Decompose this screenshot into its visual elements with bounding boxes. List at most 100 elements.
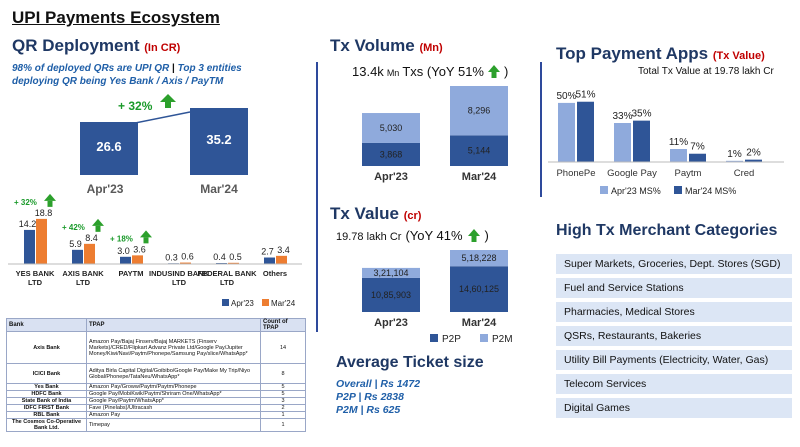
qr-note-separator: | bbox=[172, 63, 175, 74]
apps-apr-label: 11% bbox=[669, 137, 688, 148]
entity-apr-label: 0.3 bbox=[165, 252, 178, 262]
apps-mar-label: 35% bbox=[631, 109, 651, 120]
qr-bar-apr bbox=[80, 122, 138, 175]
entity-growth-text: + 18% bbox=[110, 234, 133, 243]
entity-mar-label: 8.4 bbox=[85, 233, 98, 243]
cell-bank: ICICI Bank bbox=[6, 363, 87, 384]
apps-mar-label: 2% bbox=[746, 148, 761, 159]
cell-bank: The Cosmos Co-Operative Bank Ltd. bbox=[6, 418, 87, 432]
apps-apr-label: 50% bbox=[556, 91, 576, 102]
stack-bar-p2m bbox=[450, 86, 508, 136]
merchant-item: Fuel and Service Stations bbox=[556, 278, 792, 298]
qr-bar-apr-label: Apr'23 bbox=[87, 182, 124, 196]
txval-chart: 10,85,903 3,21,104 Apr'23 14,60,125 5,18,228… bbox=[362, 250, 513, 345]
cell-tpap: Amazon Pay/Bajaj Finserv/Bajaj MARKETS (… bbox=[86, 331, 261, 364]
stack-category-label: Mar'24 bbox=[462, 171, 497, 183]
apps-category-label: Paytm bbox=[675, 168, 702, 179]
qr-note-line1b: Top 3 entities bbox=[177, 63, 242, 74]
merchant-item: Super Markets, Groceries, Dept. Stores (… bbox=[556, 254, 792, 274]
cell-tpap: Amazon Pay bbox=[86, 411, 261, 419]
txvol-summary-unit: Mn bbox=[386, 68, 400, 78]
apps-chart: 50%51% PhonePe 33%35% Google Pay 11% 7% Paytm 1… bbox=[548, 90, 784, 196]
apps-bar-mar bbox=[745, 159, 762, 162]
apps-bar-mar bbox=[689, 153, 706, 162]
txvol-growth-arrow-icon bbox=[487, 64, 501, 78]
cell-count: 2 bbox=[260, 404, 306, 412]
entity-mar-label: 0.5 bbox=[229, 252, 242, 262]
txval-summary-close: ) bbox=[484, 228, 489, 243]
txval-title-text: Tx Value bbox=[330, 204, 399, 223]
cell-tpap: Aditya Birla Capital Digital/Goibibo/Goo… bbox=[86, 363, 261, 384]
entity-apr-label: 14.2 bbox=[19, 219, 37, 229]
stack-p2m-label: 5,18,228 bbox=[461, 253, 496, 263]
entity-bar-mar bbox=[276, 255, 287, 264]
stack-category-label: Apr'23 bbox=[374, 317, 408, 329]
qr-unit: (In CR) bbox=[144, 42, 181, 54]
stack-bar-p2m bbox=[450, 250, 508, 267]
cell-bank: HDFC Bank bbox=[6, 390, 87, 398]
apps-title: Top Payment Apps (Tx Value) bbox=[556, 44, 765, 64]
entity-bar-apr bbox=[24, 229, 35, 264]
apps-bar-apr bbox=[614, 123, 631, 162]
stack-bar-p2p bbox=[362, 142, 420, 166]
txval-unit: (cr) bbox=[403, 210, 422, 222]
txvol-title: Tx Volume (Mn) bbox=[330, 36, 443, 56]
legend-label-apr: Apr'23 MS% bbox=[611, 186, 661, 196]
qr-title-text: QR Deployment bbox=[12, 36, 140, 55]
cell-tpap: Google Pay/Paytm/WhatsApp* bbox=[86, 397, 261, 405]
apps-unit: (Tx Value) bbox=[712, 50, 765, 62]
table-row: RBL Bank Amazon Pay 1 bbox=[6, 411, 306, 419]
divider-left bbox=[316, 62, 318, 332]
stack-bar-p2p bbox=[450, 135, 508, 166]
stack-category-label: Apr'23 bbox=[374, 171, 408, 183]
apps-bar-apr bbox=[558, 102, 575, 162]
stack-bar-p2p bbox=[450, 266, 508, 312]
cell-count: 1 bbox=[260, 411, 306, 419]
txvol-summary-rest: Txs (YoY 51% bbox=[402, 64, 484, 79]
entity-category-label-line2: LTD bbox=[172, 278, 187, 287]
cell-tpap: Google Pay/MobiKwik/Paytm/Shriram One/Wh… bbox=[86, 390, 261, 398]
txvol-chart: 3,868 5,030 Apr'23 5,144 8,296 Mar'24 bbox=[362, 86, 508, 183]
merchant-item: Telecom Services bbox=[556, 374, 792, 394]
cell-bank: State Bank of India bbox=[6, 397, 87, 405]
cell-count: 1 bbox=[260, 418, 306, 432]
legend-label-mar: Mar'24 bbox=[271, 299, 296, 308]
entity-bar-apr bbox=[264, 257, 275, 264]
legend-swatch-mar bbox=[674, 186, 682, 194]
table-row: Axis Bank Amazon Pay/Bajaj Finserv/Bajaj… bbox=[6, 331, 306, 364]
cell-tpap: Timepay bbox=[86, 418, 261, 432]
merchant-title: High Tx Merchant Categories bbox=[556, 222, 778, 239]
entity-category-label: YES BANK bbox=[16, 269, 55, 278]
stack-p2p-label: 10,85,903 bbox=[371, 290, 411, 300]
apps-bar-apr bbox=[726, 160, 743, 162]
entity-growth-text: + 42% bbox=[62, 223, 85, 232]
stack-bar-p2m bbox=[362, 267, 420, 278]
stack-p2m-label: 8,296 bbox=[468, 106, 491, 116]
entity-apr-label: 0.4 bbox=[213, 252, 226, 262]
merchant-item: QSRs, Restaurants, Bakeries bbox=[556, 326, 792, 346]
entity-category-label-line2: LTD bbox=[76, 278, 91, 287]
table-row: Yes Bank Amazon Pay/Groww/Paytm/Paytm/Ph… bbox=[6, 383, 306, 391]
cell-count: 14 bbox=[260, 331, 306, 364]
qr-note-line1: 98% of deployed QRs are UPI QR bbox=[12, 63, 170, 74]
qr-bar-mar-value: 35.2 bbox=[206, 132, 231, 147]
merchant-item: Digital Games bbox=[556, 398, 792, 418]
entity-bar-mar bbox=[84, 243, 95, 264]
entity-mar-label: 3.4 bbox=[277, 245, 290, 255]
qr-growth-text: + 32% bbox=[118, 99, 153, 113]
arrow-stem bbox=[47, 200, 53, 207]
cell-bank: IDFC FIRST Bank bbox=[6, 404, 87, 412]
arrow-stem bbox=[95, 225, 101, 232]
ticket-title: Average Ticket size bbox=[336, 354, 484, 371]
qr-note-line2: deploying QR being Yes Bank / Axis / Pay… bbox=[12, 76, 224, 87]
apps-bar-mar bbox=[633, 120, 650, 162]
table-row: The Cosmos Co-Operative Bank Ltd. Timepa… bbox=[6, 418, 306, 432]
qr-title: QR Deployment (In CR) bbox=[12, 36, 180, 56]
cell-count: 5 bbox=[260, 390, 306, 398]
entity-bar-mar bbox=[132, 255, 143, 264]
cell-count: 3 bbox=[260, 397, 306, 405]
entity-growth-text: + 32% bbox=[14, 198, 37, 207]
entity-category-label: PAYTM bbox=[118, 269, 143, 278]
qr-bar-apr-value: 26.6 bbox=[96, 139, 121, 154]
txvol-summary: 13.4k Mn Txs (YoY 51% ) bbox=[352, 62, 508, 79]
